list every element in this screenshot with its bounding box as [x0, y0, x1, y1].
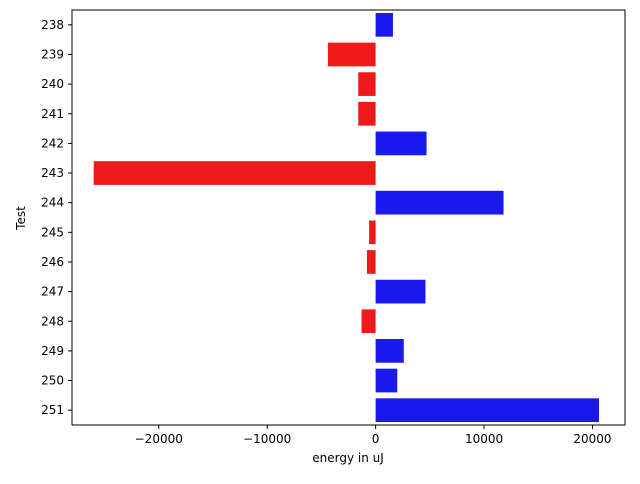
y-tick-label: 242 [41, 136, 64, 150]
bar-242 [375, 131, 427, 156]
y-tick-label: 241 [41, 107, 64, 121]
y-tick-label: 243 [41, 166, 64, 180]
bar-241 [358, 101, 376, 126]
bar-243 [93, 161, 376, 185]
bar-238 [375, 12, 393, 37]
bar-250 [375, 368, 398, 393]
x-ticks: −20000 −10000 0 10000 20000 [135, 425, 612, 446]
bars-layer [93, 12, 599, 423]
x-tick-label: 20000 [573, 432, 611, 446]
y-tick-label: 244 [41, 196, 64, 210]
bar-244 [375, 190, 504, 215]
y-tick-label: 245 [41, 225, 64, 239]
y-ticks: 238 239 240 241 242 243 244 245 246 247 248 249 250 2… [41, 18, 72, 417]
y-tick-label: 248 [41, 314, 64, 328]
bar-240 [358, 72, 376, 96]
y-tick-label: 238 [41, 18, 64, 32]
y-tick-label: 250 [41, 374, 64, 388]
y-tick-label: 251 [41, 403, 64, 417]
y-tick-label: 246 [41, 255, 64, 269]
plot-frame [71, 9, 626, 426]
bar-239 [327, 42, 376, 67]
x-tick-label: 10000 [465, 432, 503, 446]
y-tick-label: 249 [41, 344, 64, 358]
x-tick-label: −20000 [135, 432, 183, 446]
bar-247 [375, 279, 426, 304]
y-tick-label: 247 [41, 285, 64, 299]
x-tick-label: 0 [372, 432, 380, 446]
y-axis-label: Test [14, 206, 28, 231]
bar-246 [366, 250, 376, 274]
bar-249 [375, 339, 404, 363]
bar-248 [361, 309, 376, 334]
y-tick-label: 239 [41, 47, 64, 61]
y-tick-label: 240 [41, 77, 64, 91]
x-axis-label: energy in uJ [312, 451, 384, 465]
bar-245 [369, 220, 376, 245]
bar-251 [375, 398, 599, 423]
x-tick-label: −10000 [243, 432, 291, 446]
